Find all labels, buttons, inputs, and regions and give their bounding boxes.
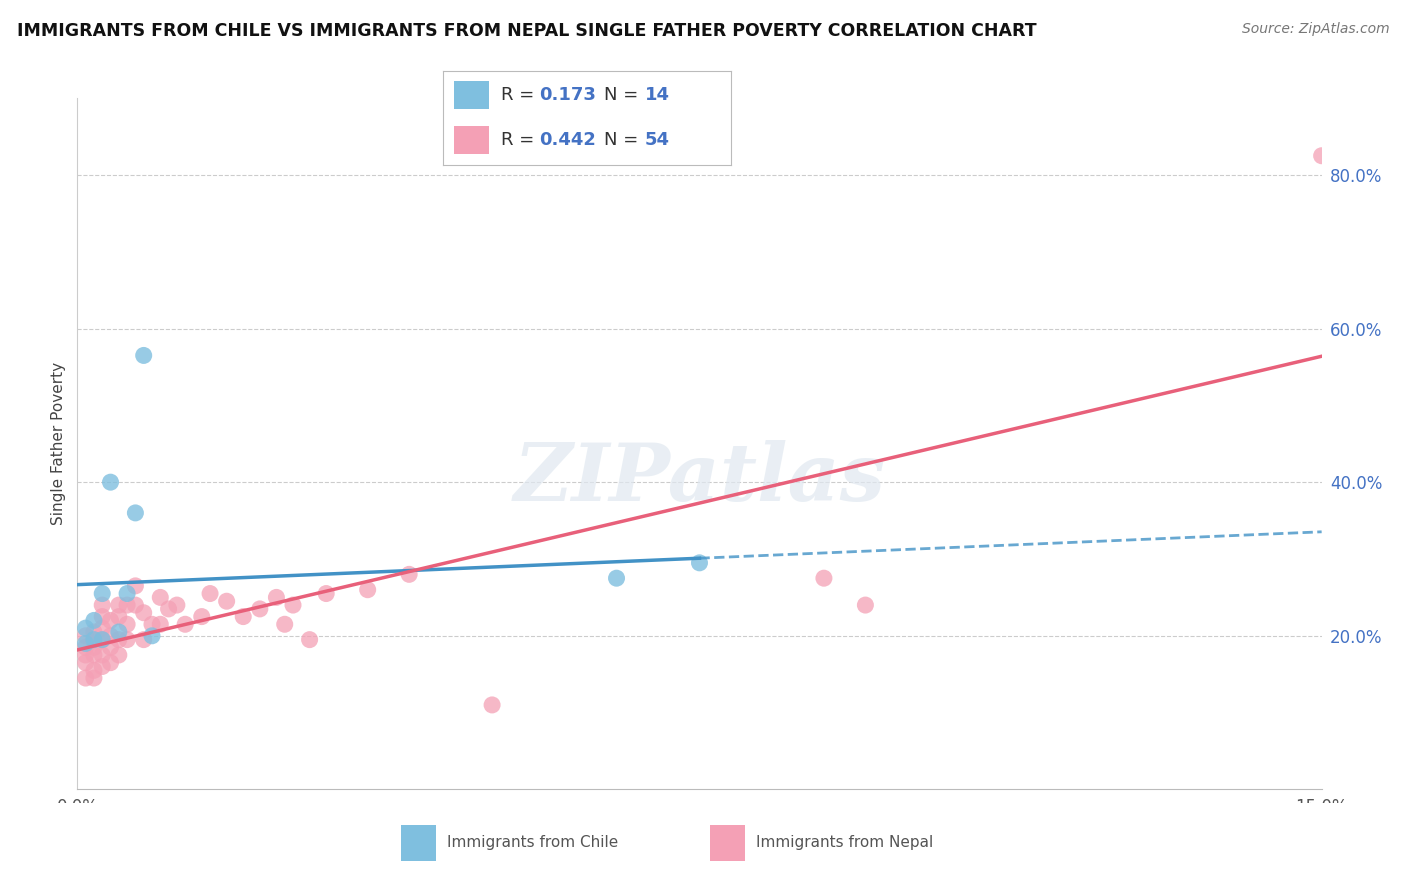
Point [108,624,131,639]
Text: 14: 14 [644,86,669,103]
Point [91,632,114,647]
Point [606,571,628,585]
Point [115,598,138,612]
Point [157,602,180,616]
Point [108,632,131,647]
Point [124,579,146,593]
Point [83,648,105,662]
Text: N =: N = [605,131,644,149]
Point [689,556,711,570]
Point [149,591,172,605]
Point [398,567,420,582]
Point [75,621,97,635]
Text: N =: N = [605,86,644,103]
Text: Source: ZipAtlas.com: Source: ZipAtlas.com [1241,22,1389,37]
Point [75,629,97,643]
Point [132,632,155,647]
Point [75,640,97,655]
Point [83,632,105,647]
Point [132,348,155,362]
Point [132,606,155,620]
Point [281,598,304,612]
Point [91,586,114,600]
Text: Immigrants from Chile: Immigrants from Chile [447,836,619,850]
Point [91,621,114,635]
Text: R =: R = [501,131,540,149]
Point [91,648,114,662]
Point [100,475,122,490]
Point [75,656,97,670]
Point [83,640,105,655]
Text: Immigrants from Nepal: Immigrants from Nepal [756,836,934,850]
FancyBboxPatch shape [454,126,489,153]
Point [115,632,138,647]
Text: ZIPatlas: ZIPatlas [513,440,886,517]
Point [232,609,254,624]
Point [141,629,163,643]
Point [141,617,163,632]
Point [91,659,114,673]
Point [108,598,131,612]
Point [100,629,122,643]
Point [100,656,122,670]
Point [83,614,105,628]
Point [108,648,131,662]
Y-axis label: Single Father Poverty: Single Father Poverty [51,362,66,525]
Point [91,609,114,624]
Point [115,586,138,600]
Point [83,624,105,639]
Point [149,617,172,632]
Point [124,598,146,612]
Point [174,617,197,632]
Point [108,609,131,624]
Text: 0.173: 0.173 [540,86,596,103]
Point [855,598,877,612]
Point [191,609,214,624]
Point [298,632,321,647]
Point [274,617,297,632]
Text: R =: R = [501,86,540,103]
Text: 54: 54 [644,131,669,149]
Point [315,586,337,600]
Text: 0.442: 0.442 [540,131,596,149]
Point [83,664,105,678]
Point [75,636,97,650]
Point [83,632,105,647]
Point [83,671,105,685]
Point [91,632,114,647]
Point [249,602,271,616]
Point [124,506,146,520]
Point [91,598,114,612]
Point [166,598,188,612]
Point [215,594,238,608]
FancyBboxPatch shape [710,825,745,861]
Point [75,671,97,685]
Text: IMMIGRANTS FROM CHILE VS IMMIGRANTS FROM NEPAL SINGLE FATHER POVERTY CORRELATION: IMMIGRANTS FROM CHILE VS IMMIGRANTS FROM… [17,22,1036,40]
Point [198,586,221,600]
Point [100,640,122,655]
Point [75,648,97,662]
Point [100,614,122,628]
Point [813,571,835,585]
Point [357,582,380,597]
Point [481,698,503,712]
Point [115,617,138,632]
FancyBboxPatch shape [454,81,489,109]
Point [1310,149,1333,163]
Point [266,591,288,605]
FancyBboxPatch shape [401,825,436,861]
